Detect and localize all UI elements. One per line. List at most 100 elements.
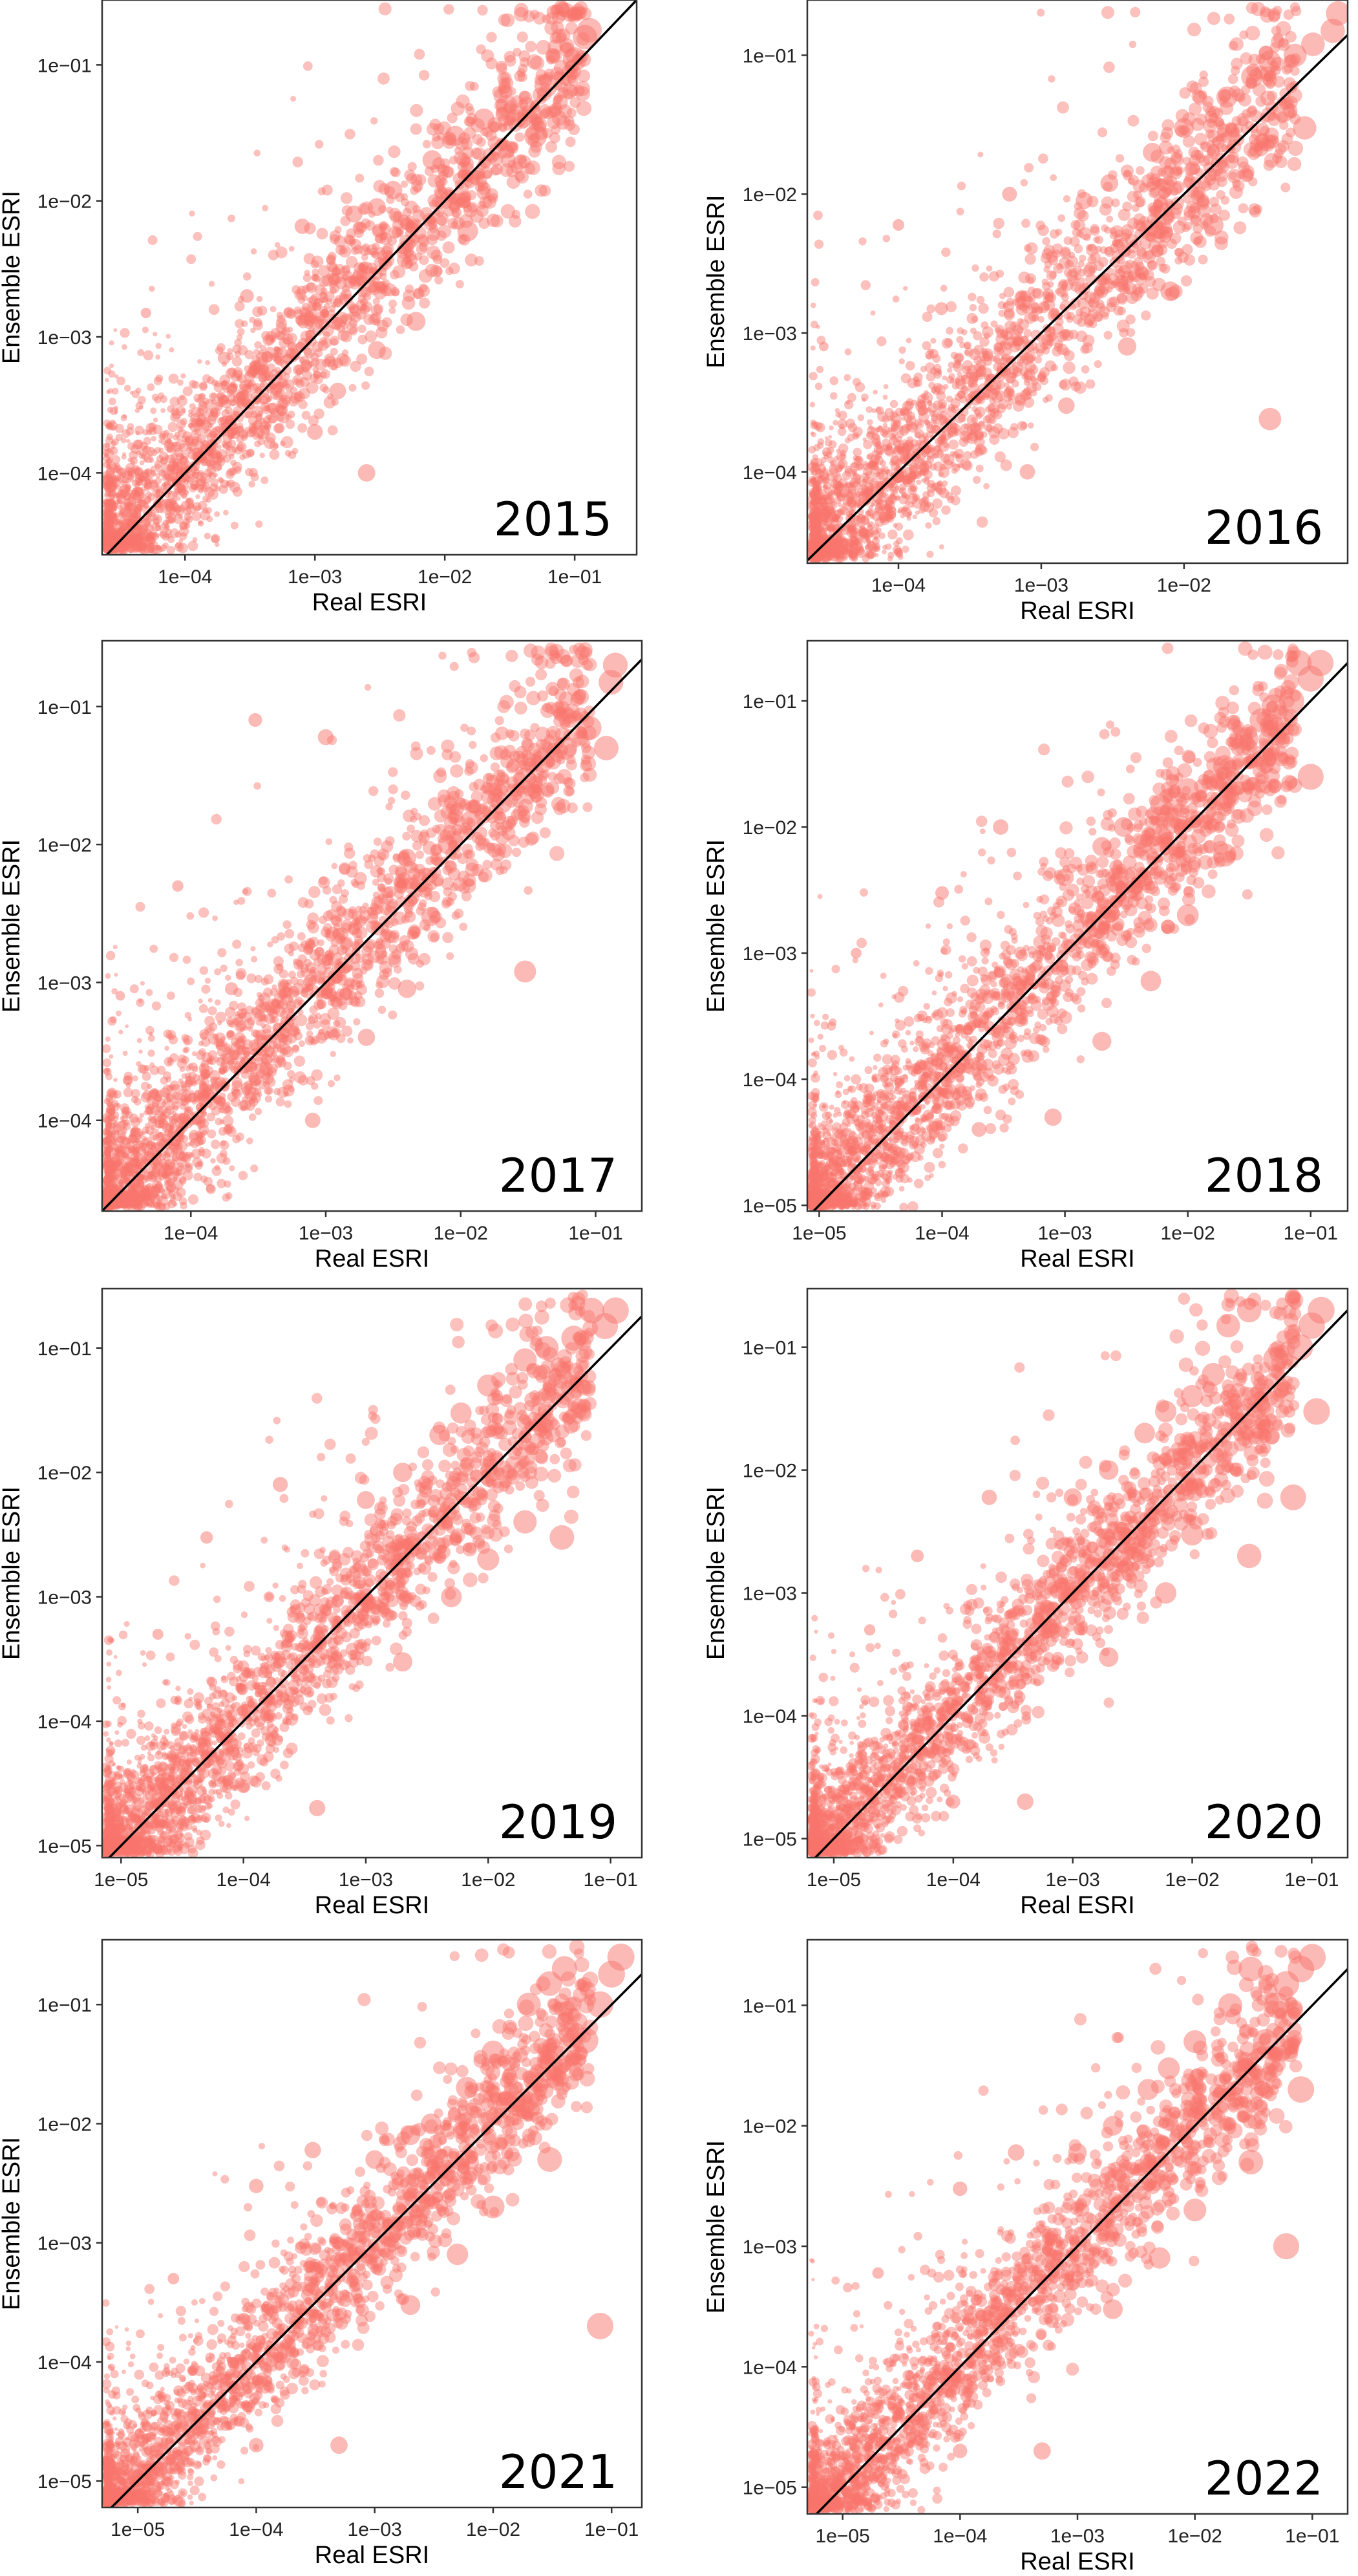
scatter-point: [308, 415, 319, 426]
scatter-point: [811, 522, 817, 528]
scatter-point: [107, 521, 114, 526]
scatter-point: [1134, 272, 1147, 285]
scatter-point: [819, 470, 829, 480]
scatter-point: [1003, 302, 1009, 308]
scatter-point: [551, 155, 566, 169]
scatter-point: [304, 319, 311, 326]
scatter-point: [1231, 58, 1243, 70]
scatter-point: [833, 539, 843, 549]
scatter-point: [507, 87, 516, 96]
scatter-point: [108, 540, 116, 548]
scatter-point: [911, 423, 918, 431]
scatter-point: [860, 280, 871, 290]
scatter-point: [109, 498, 115, 504]
scatter-point: [440, 258, 450, 268]
scatter-point: [136, 542, 145, 551]
scatter-point: [132, 533, 142, 542]
scatter-point: [334, 295, 343, 305]
scatter-point: [994, 451, 1006, 463]
scatter-point: [900, 513, 906, 519]
scatter-point: [849, 462, 860, 473]
scatter-point: [1239, 167, 1254, 182]
scatter-point: [860, 528, 870, 539]
scatter-point: [1182, 224, 1191, 233]
scatter-point: [893, 422, 898, 427]
scatter-point: [1126, 241, 1140, 253]
scatter-point: [341, 192, 353, 204]
scatter-point: [143, 350, 154, 361]
scatter-point: [1199, 70, 1208, 80]
scatter-point: [418, 235, 430, 247]
scatter-point: [219, 416, 229, 425]
scatter-point: [376, 281, 387, 292]
scatter-point: [109, 541, 115, 546]
scatter-point: [129, 391, 134, 395]
scatter-point: [221, 380, 228, 387]
scatter-point: [810, 552, 818, 560]
scatter-point: [1024, 361, 1037, 373]
scatter-point: [1079, 283, 1090, 295]
scatter-point: [105, 535, 111, 542]
scatter-point: [496, 149, 507, 159]
scatter-point: [248, 416, 258, 425]
scatter-point: [106, 533, 114, 541]
scatter-point: [337, 329, 350, 341]
scatter-point: [127, 519, 134, 526]
scatter-point: [257, 363, 270, 374]
scatter-point: [342, 270, 353, 281]
scatter-point: [912, 514, 917, 520]
scatter-point: [103, 541, 112, 550]
scatter-point: [302, 284, 310, 294]
scatter-point: [973, 475, 981, 484]
scatter-point: [812, 475, 817, 480]
scatter-point: [892, 545, 902, 555]
scatter-point: [950, 461, 956, 467]
scatter-point: [868, 504, 874, 510]
scatter-point: [198, 422, 209, 434]
scatter-point: [152, 489, 161, 498]
scatter-point: [245, 370, 251, 376]
scatter-point: [893, 439, 902, 447]
scatter-point: [815, 555, 820, 559]
scatter-point: [280, 440, 286, 447]
scatter-point: [119, 528, 124, 533]
scatter-point: [198, 405, 208, 415]
scatter-point: [816, 524, 821, 529]
scatter-point: [1063, 311, 1072, 320]
scatter-point: [907, 511, 913, 516]
scatter-point: [107, 528, 114, 535]
scatter-point: [998, 310, 1006, 317]
scatter-point: [574, 1, 588, 15]
scatter-point: [926, 407, 932, 413]
scatter-point: [1151, 206, 1162, 218]
scatter-point: [107, 493, 111, 497]
scatter-point: [982, 389, 993, 399]
scatter-point: [113, 328, 118, 332]
scatter-point: [476, 170, 486, 180]
scatter-point: [811, 542, 816, 548]
scatter-point: [906, 420, 913, 427]
scatter-point: [895, 407, 904, 416]
scatter-point: [850, 552, 858, 561]
scatter-point: [827, 542, 838, 552]
scatter-point: [126, 537, 131, 542]
scatter-point: [887, 515, 893, 521]
scatter-point: [812, 538, 822, 548]
scatter-point: [809, 544, 818, 553]
scatter-point: [332, 298, 342, 307]
scatter-point: [940, 436, 948, 444]
scatter-point: [811, 320, 818, 328]
scatter-point: [1003, 309, 1015, 321]
scatter-point: [105, 547, 110, 552]
scatter-point: [826, 473, 836, 482]
scatter-point: [109, 532, 114, 537]
scatter-point: [855, 462, 864, 471]
scatter-point: [946, 425, 957, 436]
scatter-point: [838, 546, 845, 553]
scatter-point: [875, 445, 885, 455]
scatter-point: [356, 269, 368, 281]
scatter-point: [121, 526, 126, 531]
scatter-point: [231, 372, 241, 382]
scatter-point: [813, 521, 822, 530]
scatter-point: [1242, 109, 1251, 119]
